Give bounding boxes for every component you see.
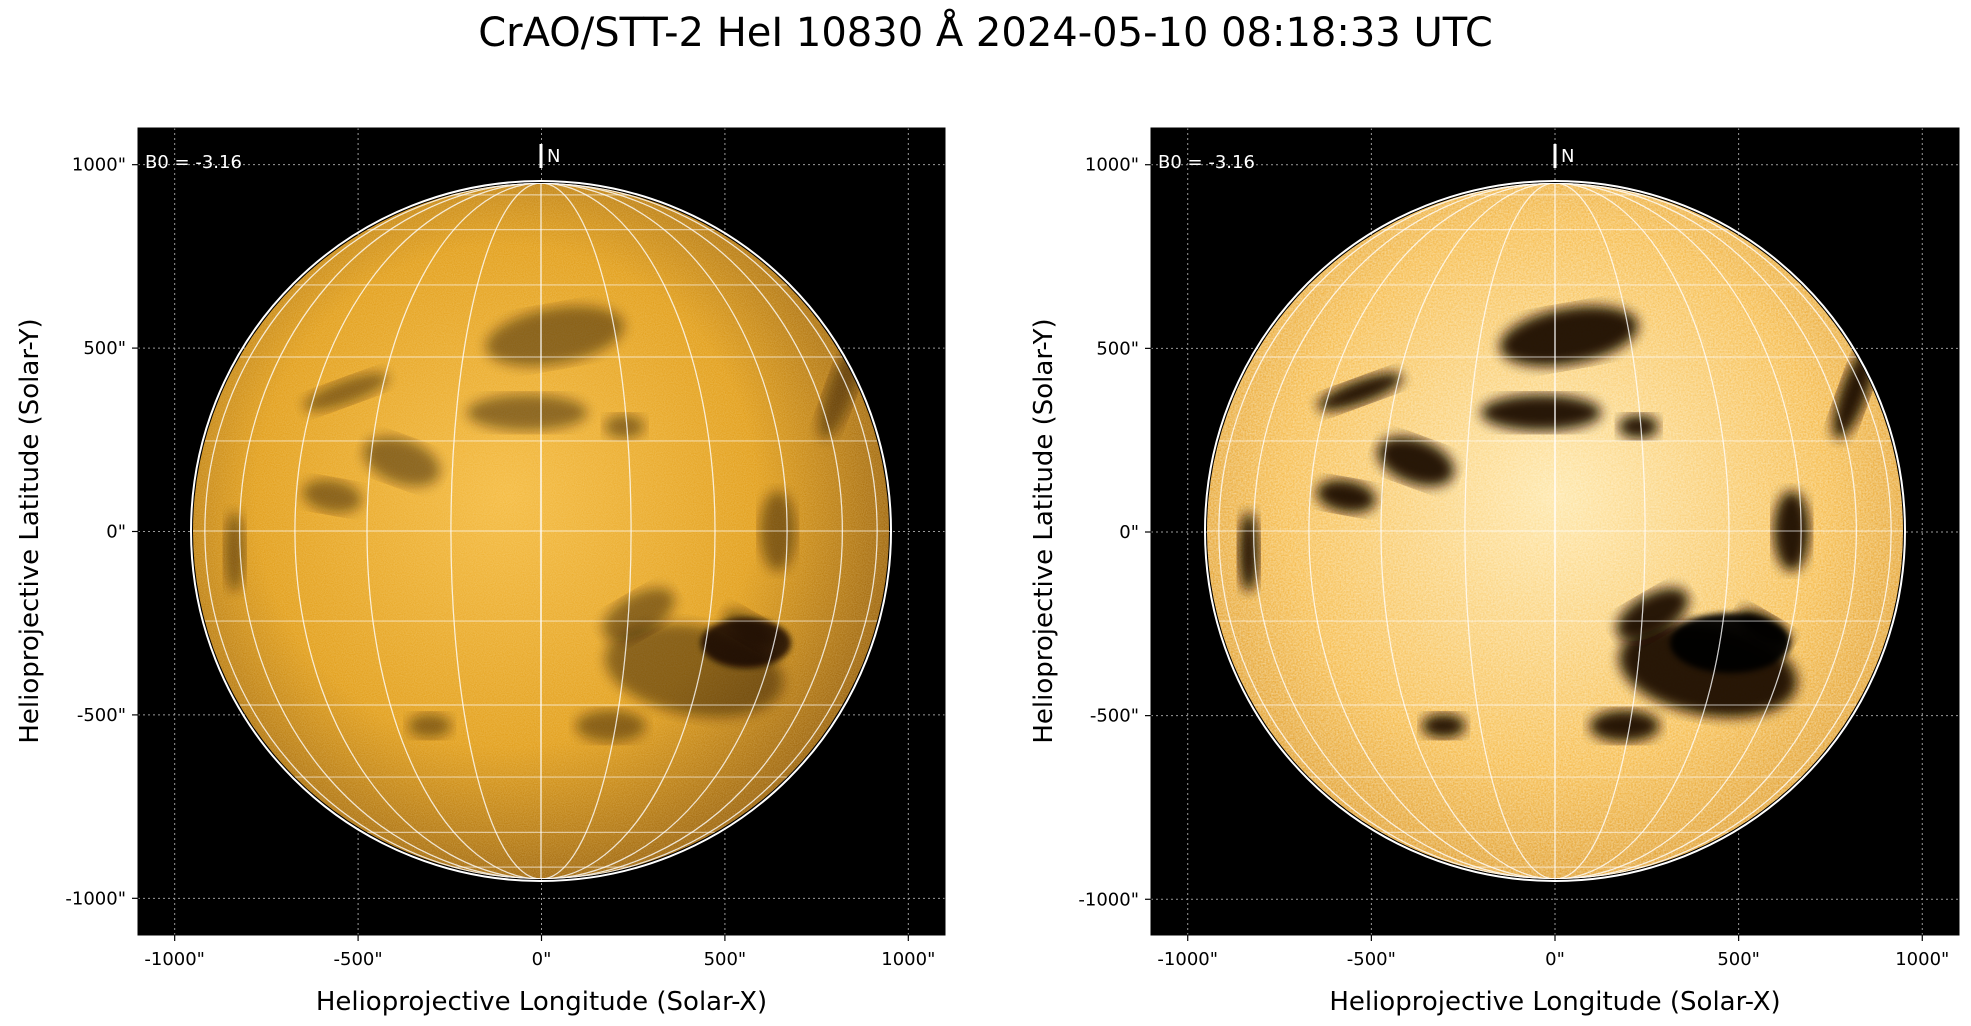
longitude-line <box>450 183 632 879</box>
y-tick-label: -1000" <box>1078 889 1139 910</box>
limb-outline <box>190 180 892 882</box>
panel-left: N B0 = -3.16 -1000" -500" 0" 500" 1000" 1000" 50… <box>15 127 946 1017</box>
longitude-line <box>1218 183 1892 879</box>
dark-feature <box>602 588 675 641</box>
y-tick-label: 500" <box>1096 338 1139 359</box>
longitude-line <box>294 183 788 879</box>
dark-feature <box>363 436 441 487</box>
dark-feature <box>1421 713 1466 738</box>
x-tick-label: 500" <box>1717 949 1760 970</box>
limb-outline <box>1204 180 1906 882</box>
dark-feature <box>575 709 646 742</box>
dark-feature <box>485 305 625 367</box>
y-tick-label: 0" <box>1119 522 1139 543</box>
x-tick-label: -1000" <box>144 949 205 970</box>
x-tick-label: 1000" <box>881 949 935 970</box>
dark-feature <box>604 414 645 439</box>
y-tick-label: -500" <box>77 705 126 726</box>
x-tick-label: -500" <box>1347 949 1396 970</box>
dark-feature <box>1316 479 1376 513</box>
longitude-line <box>1464 183 1646 879</box>
dark-feature <box>1618 414 1659 439</box>
dark-feature <box>1589 709 1660 742</box>
dark-features <box>224 305 862 742</box>
dark-feature <box>1616 588 1689 641</box>
dark-feature <box>1481 394 1602 431</box>
y-tick-label: 0" <box>106 522 126 543</box>
north-label: N <box>547 146 560 167</box>
dark-feature <box>467 394 588 431</box>
y-tick-label: 500" <box>83 338 126 359</box>
dark-feature <box>1499 305 1639 367</box>
dark-feature <box>302 479 362 513</box>
x-tick-label: 1000" <box>1895 949 1949 970</box>
x-tick-label: 0" <box>1545 949 1565 970</box>
y-tick-label: 1000" <box>1085 155 1139 176</box>
north-label: N <box>1561 146 1574 167</box>
longitude-line <box>1253 183 1857 879</box>
longitude-line <box>366 183 716 879</box>
coronal-hole <box>1670 613 1790 673</box>
longitude-line <box>1308 183 1802 879</box>
dark-feature <box>1317 372 1403 411</box>
longitude-line <box>239 183 843 879</box>
dark-feature <box>1377 436 1455 487</box>
heliographic-grid <box>1207 183 1903 879</box>
x-tick-label: -1000" <box>1157 949 1218 970</box>
dark-feature <box>303 372 389 411</box>
y-tick-label: -1000" <box>65 888 126 909</box>
dark-feature <box>224 511 245 592</box>
longitude-line <box>204 183 878 879</box>
x-tick-label: 0" <box>532 949 552 970</box>
x-axis-label: Helioprojective Longitude (Solar-X) <box>1329 987 1780 1017</box>
y-axis-label: Helioprojective Latitude (Solar-Y) <box>15 318 45 743</box>
coronal-hole <box>701 618 791 668</box>
panel-right: N B0 = -3.16 -1000" -500" 0" 500" 1000" 1000" 50… <box>1029 127 1960 1017</box>
x-tick-label: 500" <box>704 949 747 970</box>
dark-feature <box>407 713 452 738</box>
heliographic-grid <box>193 183 889 879</box>
y-axis-label: Helioprojective Latitude (Solar-Y) <box>1029 318 1059 743</box>
dark-feature <box>1238 511 1259 592</box>
b0-label: B0 = -3.16 <box>1158 152 1255 173</box>
y-tick-label: -500" <box>1090 706 1139 727</box>
x-axis-label: Helioprojective Longitude (Solar-X) <box>316 987 767 1017</box>
b0-label: B0 = -3.16 <box>145 152 242 173</box>
figure-title: CrAO/STT-2 HeI 10830 Å 2024-05-10 08:18:… <box>478 10 1493 56</box>
longitude-line <box>1380 183 1730 879</box>
x-tick-label: -500" <box>334 949 383 970</box>
y-tick-label: 1000" <box>72 155 126 176</box>
